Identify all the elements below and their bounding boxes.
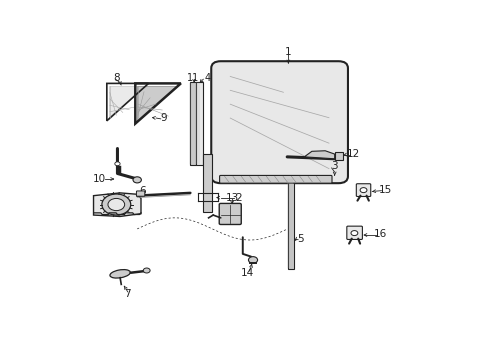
Bar xyxy=(190,82,196,165)
FancyBboxPatch shape xyxy=(347,226,363,239)
Text: 2: 2 xyxy=(236,193,242,203)
FancyBboxPatch shape xyxy=(356,184,371,197)
Polygon shape xyxy=(109,86,144,118)
FancyBboxPatch shape xyxy=(220,175,332,183)
Circle shape xyxy=(360,188,367,193)
Text: 5: 5 xyxy=(297,234,304,244)
Text: 7: 7 xyxy=(124,289,131,299)
Circle shape xyxy=(143,268,150,273)
Bar xyxy=(288,177,294,269)
FancyBboxPatch shape xyxy=(211,61,348,183)
Text: 10: 10 xyxy=(93,174,106,184)
Circle shape xyxy=(108,198,124,211)
Text: 3: 3 xyxy=(331,161,338,171)
Circle shape xyxy=(248,257,258,263)
Circle shape xyxy=(351,231,358,235)
Ellipse shape xyxy=(110,270,130,278)
Circle shape xyxy=(102,194,131,215)
Text: 6: 6 xyxy=(140,186,146,196)
Text: 1: 1 xyxy=(285,48,292,57)
Bar xyxy=(335,152,343,160)
Bar xyxy=(203,154,212,212)
Text: 14: 14 xyxy=(241,268,254,278)
Text: 4: 4 xyxy=(205,73,211,83)
Polygon shape xyxy=(94,193,141,216)
FancyBboxPatch shape xyxy=(136,191,145,196)
Polygon shape xyxy=(137,86,177,121)
Text: 11: 11 xyxy=(187,73,199,83)
Text: 9: 9 xyxy=(160,113,167,123)
Text: 13: 13 xyxy=(225,193,239,203)
FancyBboxPatch shape xyxy=(219,203,241,225)
Text: 16: 16 xyxy=(373,229,387,239)
Text: 15: 15 xyxy=(379,185,392,195)
Circle shape xyxy=(115,162,120,166)
Polygon shape xyxy=(304,151,335,159)
Text: 8: 8 xyxy=(113,73,120,83)
Circle shape xyxy=(133,177,142,183)
Bar xyxy=(196,82,202,165)
Text: 12: 12 xyxy=(347,149,360,159)
